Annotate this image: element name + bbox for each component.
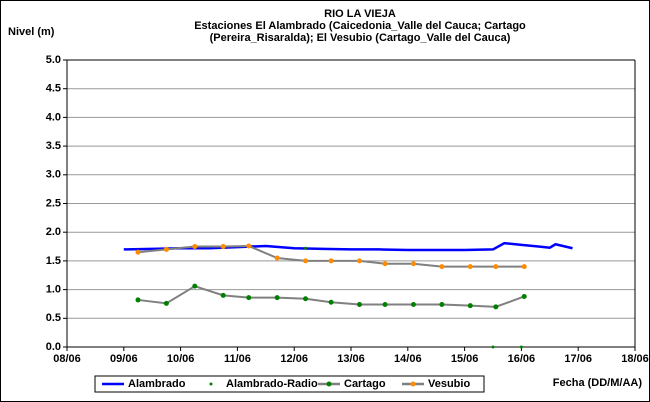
chart-title-line: (Pereira_Risaralda); El Vesubio (Cartago… — [210, 32, 511, 44]
legend-label: Vesubio — [428, 378, 470, 390]
x-tick-label: 18/06 — [621, 353, 649, 365]
marker — [439, 302, 445, 308]
marker — [410, 302, 416, 308]
marker — [303, 258, 309, 264]
marker — [303, 296, 309, 302]
x-tick-label: 09/06 — [110, 353, 138, 365]
x-tick-label: 11/06 — [224, 353, 251, 365]
y-tick-label: 4.0 — [46, 111, 61, 123]
y-tick-label: 2.5 — [46, 197, 61, 209]
marker — [357, 258, 363, 264]
legend-label: Alambrado — [128, 378, 186, 390]
x-tick-label: 08/06 — [53, 353, 81, 365]
y-tick-label: 0.0 — [46, 341, 61, 353]
marker — [246, 243, 252, 249]
legend-box — [94, 375, 485, 393]
y-tick-label: 2.0 — [46, 226, 61, 238]
legend-label: Alambrado-Radio — [226, 378, 318, 390]
legend-marker — [410, 381, 416, 387]
marker — [493, 304, 499, 310]
marker — [410, 261, 416, 267]
marker — [135, 249, 141, 255]
marker — [274, 295, 280, 301]
marker — [493, 264, 499, 270]
x-tick-label: 13/06 — [337, 353, 365, 365]
marker — [192, 283, 198, 289]
x-tick-label: 15/06 — [451, 353, 479, 365]
marker — [382, 261, 388, 267]
marker — [521, 264, 527, 270]
marker — [357, 302, 363, 308]
x-tick-label: 17/06 — [564, 353, 592, 365]
marker — [491, 345, 495, 349]
y-tick-label: 3.5 — [46, 140, 61, 152]
x-tick-label: 12/06 — [280, 353, 308, 365]
marker — [382, 302, 388, 308]
marker — [328, 258, 334, 264]
y-tick-label: 1.0 — [46, 284, 61, 296]
legend-marker — [209, 382, 213, 386]
marker — [192, 244, 198, 250]
marker — [439, 264, 445, 270]
marker — [467, 264, 473, 270]
y-tick-label: 4.5 — [46, 83, 61, 95]
marker — [274, 255, 280, 261]
marker — [304, 246, 308, 250]
y-tick-label: 1.5 — [46, 255, 61, 267]
marker — [220, 244, 226, 250]
marker — [135, 297, 141, 303]
series-line — [123, 241, 573, 252]
marker — [519, 345, 523, 349]
y-tick-label: 3.0 — [46, 169, 61, 181]
x-axis-label: Fecha (DD/M/AA) — [553, 377, 643, 389]
marker — [467, 303, 473, 309]
x-tick-label: 14/06 — [394, 353, 422, 365]
x-tick-label: 10/06 — [167, 353, 195, 365]
marker — [521, 293, 527, 299]
legend-label: Cartago — [344, 378, 386, 390]
x-tick-label: 16/06 — [508, 353, 536, 365]
y-tick-label: 0.5 — [46, 312, 61, 324]
marker — [328, 299, 334, 305]
chart-title-line: RIO LA VIEJA — [324, 8, 396, 20]
marker — [220, 292, 226, 298]
legend-marker — [326, 381, 332, 387]
marker — [163, 246, 169, 252]
chart-title-line: Estaciones El Alambrado (Caicedonia_Vall… — [194, 20, 526, 32]
marker — [246, 295, 252, 301]
marker — [163, 300, 169, 306]
y-tick-label: 5.0 — [46, 54, 61, 66]
y-axis-label: Nivel (m) — [8, 26, 55, 38]
